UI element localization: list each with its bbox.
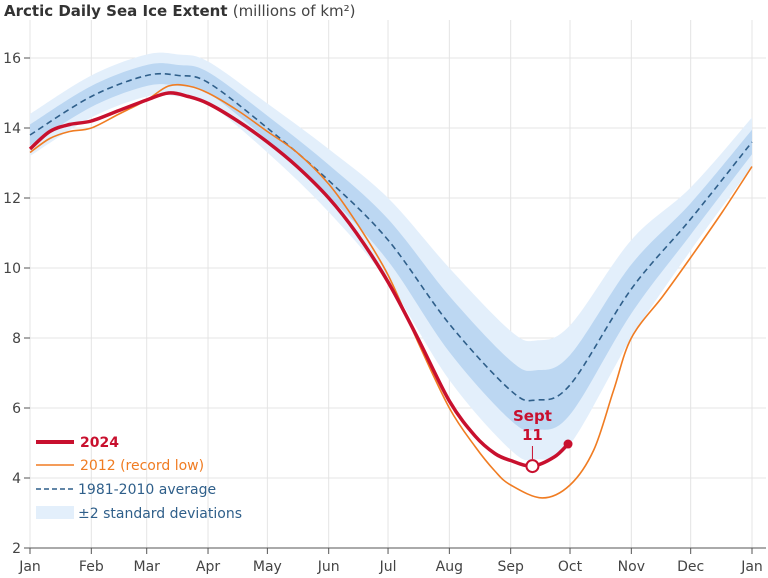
chart-title-unit: (millions of km²) <box>233 2 356 20</box>
x-tick-label: Aug <box>436 559 463 575</box>
y-tick-label: 6 <box>12 401 21 417</box>
band-1sd <box>30 63 752 431</box>
y-tick-label: 12 <box>3 191 21 207</box>
x-tick-label: Sep <box>497 559 524 575</box>
x-tick-label: Mar <box>133 559 160 575</box>
x-tick-label: Jul <box>379 559 397 575</box>
end-point-2024 <box>563 439 573 449</box>
y-tick-label: 10 <box>3 261 21 277</box>
y-tick-label: 16 <box>3 51 21 67</box>
x-tick-label: Oct <box>558 559 583 575</box>
legend: 2024 2012 (record low) 1981-2010 average… <box>36 435 242 522</box>
annotation-line1: Sept <box>513 407 552 425</box>
x-tick-label: Feb <box>79 559 104 575</box>
chart-title: Arctic Daily Sea Ice Extent (millions of… <box>4 2 356 20</box>
axes: 2 4 6 8 10 12 14 16 Jan Feb Mar Apr May Jun Jul Aug Sep O… <box>3 51 766 575</box>
legend-band-label: ±2 standard deviations <box>78 506 242 522</box>
legend-2024-label: 2024 <box>80 435 119 451</box>
y-tick-label: 8 <box>12 331 21 347</box>
y-tick-label: 4 <box>12 471 21 487</box>
legend-2012-label: 2012 (record low) <box>80 458 204 474</box>
sept-11-annotation: Sept 11 <box>513 407 552 474</box>
line-2024 <box>28 91 570 468</box>
x-tick-label: Apr <box>196 559 220 575</box>
y-tick-label: 14 <box>3 121 21 137</box>
std-bands <box>30 52 752 461</box>
x-tick-label: Jan <box>740 559 763 575</box>
y-tick-label: 2 <box>12 541 21 557</box>
x-tick-label: May <box>253 559 282 575</box>
x-tick-label: Nov <box>618 559 645 575</box>
x-tick-label: Jun <box>317 559 340 575</box>
annotation-marker <box>525 459 540 474</box>
x-tick-label: Jan <box>18 559 41 575</box>
legend-band-swatch <box>36 506 74 519</box>
series-lines <box>28 72 753 499</box>
annotation-line2: 11 <box>522 426 543 444</box>
legend-average-label: 1981-2010 average <box>78 482 216 498</box>
x-tick-label: Dec <box>677 559 704 575</box>
